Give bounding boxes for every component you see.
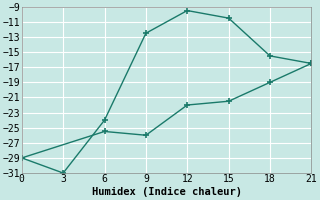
X-axis label: Humidex (Indice chaleur): Humidex (Indice chaleur) (92, 187, 242, 197)
